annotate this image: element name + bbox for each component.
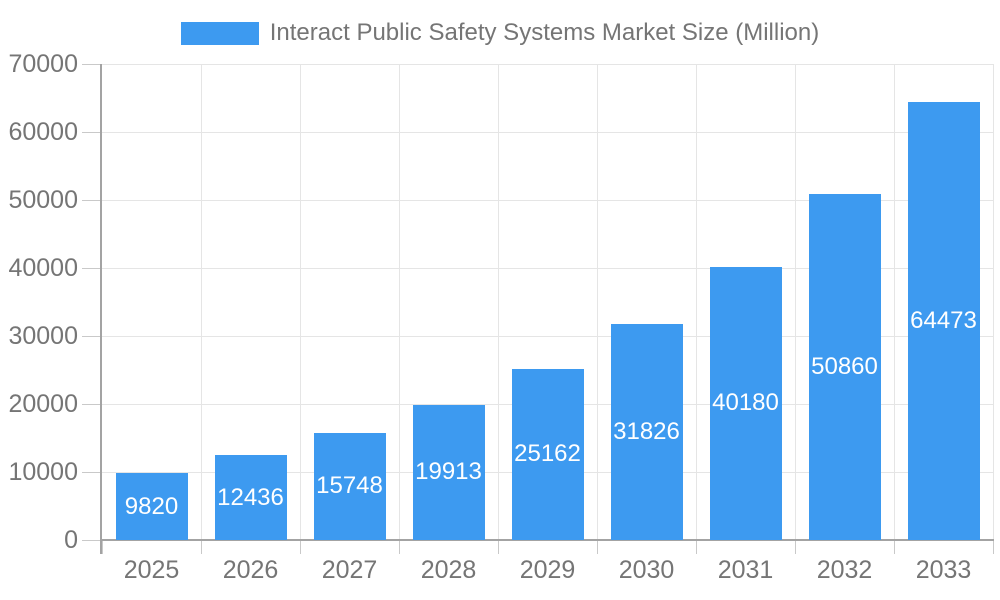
x-tick-label: 2025 xyxy=(123,556,180,584)
x-tick-label: 2033 xyxy=(915,556,972,584)
x-tick-label: 2032 xyxy=(816,556,873,584)
bar: 31826 xyxy=(610,323,683,540)
x-tick-label: 2026 xyxy=(222,556,279,584)
y-axis-tick xyxy=(82,63,102,65)
y-axis-tick xyxy=(82,199,102,201)
bar: 50860 xyxy=(808,194,881,540)
y-tick-label: 30000 xyxy=(8,322,78,350)
x-tick-label: 2029 xyxy=(519,556,576,584)
grid-line-vertical xyxy=(497,64,499,540)
bar-value-label: 40180 xyxy=(712,389,779,417)
x-axis-tick xyxy=(497,540,499,554)
legend: Interact Public Safety Systems Market Si… xyxy=(0,19,1000,47)
y-axis-tick xyxy=(82,267,102,269)
y-axis-tick xyxy=(82,131,102,133)
x-axis-tick xyxy=(893,540,895,554)
bar-value-label: 25162 xyxy=(514,440,581,468)
bar: 25162 xyxy=(511,368,584,540)
grid-line-vertical xyxy=(695,64,697,540)
y-axis-tick xyxy=(82,403,102,405)
x-axis-tick xyxy=(794,540,796,554)
bar: 64473 xyxy=(907,101,980,540)
x-axis-tick xyxy=(992,540,994,554)
y-tick-label: 20000 xyxy=(8,390,78,418)
y-axis-tick xyxy=(82,471,102,473)
y-tick-label: 50000 xyxy=(8,186,78,214)
x-axis-tick xyxy=(101,540,103,554)
bar-value-label: 50860 xyxy=(811,353,878,381)
x-axis-tick xyxy=(695,540,697,554)
y-tick-label: 70000 xyxy=(8,50,78,78)
bar: 9820 xyxy=(115,473,188,540)
x-tick-label: 2028 xyxy=(420,556,477,584)
grid-line-vertical xyxy=(893,64,895,540)
bar-value-label: 31826 xyxy=(613,417,680,445)
grid-line-vertical xyxy=(794,64,796,540)
grid-line-horizontal xyxy=(102,131,993,133)
y-tick-label: 60000 xyxy=(8,118,78,146)
grid-line-horizontal xyxy=(102,335,993,337)
y-axis-tick xyxy=(82,335,102,337)
bar: 40180 xyxy=(709,266,782,540)
y-tick-label: 0 xyxy=(64,526,78,554)
bar: 19913 xyxy=(412,404,485,540)
grid-line-vertical xyxy=(398,64,400,540)
x-axis-tick xyxy=(596,540,598,554)
x-tick-label: 2031 xyxy=(717,556,774,584)
y-axis-line xyxy=(100,64,102,554)
bar-value-label: 9820 xyxy=(124,492,179,520)
grid-line-horizontal xyxy=(102,267,993,269)
y-axis-tick xyxy=(82,539,102,541)
grid-line-horizontal xyxy=(102,199,993,201)
bar: 12436 xyxy=(214,455,287,540)
y-tick-label: 10000 xyxy=(8,458,78,486)
x-axis-line xyxy=(100,539,994,541)
grid-line-horizontal xyxy=(102,63,993,65)
bar-value-label: 64473 xyxy=(910,306,977,334)
x-tick-label: 2027 xyxy=(321,556,378,584)
grid-line-vertical xyxy=(299,64,301,540)
bar-value-label: 19913 xyxy=(415,458,482,486)
x-axis-tick xyxy=(398,540,400,554)
grid-line-vertical xyxy=(992,64,994,540)
bar: 15748 xyxy=(313,432,386,540)
grid-line-vertical xyxy=(596,64,598,540)
x-tick-label: 2030 xyxy=(618,556,675,584)
grid-line-vertical xyxy=(200,64,202,540)
x-axis-tick xyxy=(299,540,301,554)
bar-value-label: 12436 xyxy=(217,483,284,511)
bar-value-label: 15748 xyxy=(316,472,383,500)
legend-swatch xyxy=(180,21,259,45)
x-axis-tick xyxy=(200,540,202,554)
y-tick-label: 40000 xyxy=(8,254,78,282)
legend-label: Interact Public Safety Systems Market Si… xyxy=(269,19,820,46)
